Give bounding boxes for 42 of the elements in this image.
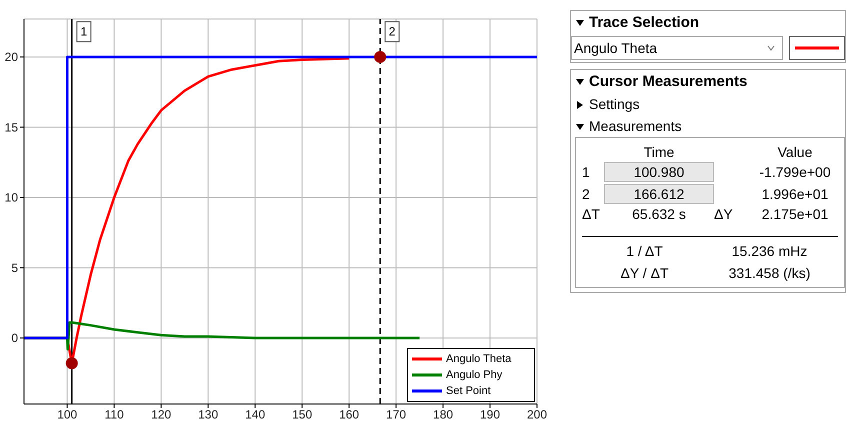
y-tick-label: 15 xyxy=(4,120,18,134)
text: 166.612 xyxy=(604,184,714,204)
x-tick-label: 130 xyxy=(198,408,218,421)
x-tick-label: 150 xyxy=(292,408,312,421)
text: 1.996e+01 xyxy=(760,186,830,202)
x-tick-label: 100 xyxy=(57,408,78,421)
text: 1 xyxy=(582,164,591,180)
legend-label: Angulo Phy xyxy=(446,369,502,381)
text: ΔY xyxy=(714,206,734,222)
text: 2.175e+01 xyxy=(760,206,830,222)
text: 2 xyxy=(582,186,591,202)
text: ΔY / ΔT xyxy=(619,265,670,281)
text: Time xyxy=(642,144,676,160)
y-tick-label: 0 xyxy=(11,331,18,346)
text: Angulo Theta xyxy=(574,40,658,56)
text: ΔT xyxy=(582,206,601,222)
legend-label: Set Point xyxy=(446,385,491,397)
legend-label: Angulo Theta xyxy=(446,353,512,365)
text: 331.458 (/ks) xyxy=(728,265,812,281)
x-tick-label: 170 xyxy=(386,408,406,421)
text: Settings xyxy=(588,95,641,114)
text: Cursor Measurements xyxy=(588,72,748,92)
y-tick-label: 5 xyxy=(11,260,18,275)
text: Value xyxy=(776,144,814,160)
text: 100.980 xyxy=(604,162,714,182)
annotation: 1 xyxy=(80,24,88,39)
text: Measurements xyxy=(588,117,683,136)
y-tick-label: 20 xyxy=(4,50,18,64)
x-tick-label: 180 xyxy=(433,408,454,421)
x-tick-label: 200 xyxy=(526,408,548,421)
annotation: 2 xyxy=(388,24,396,39)
text: 65.632 s xyxy=(631,206,687,222)
x-tick-label: 120 xyxy=(151,408,172,421)
x-tick-label: 140 xyxy=(245,408,266,421)
text: 1 / ΔT xyxy=(625,243,664,259)
text: 15.236 mHz xyxy=(730,243,808,259)
y-tick-label: 10 xyxy=(4,190,18,205)
x-tick-label: 160 xyxy=(339,408,360,421)
x-tick-label: 190 xyxy=(480,408,500,421)
text: -1.799e+00 xyxy=(758,164,832,180)
x-tick-label: 110 xyxy=(104,408,124,421)
text: Trace Selection xyxy=(588,13,700,33)
